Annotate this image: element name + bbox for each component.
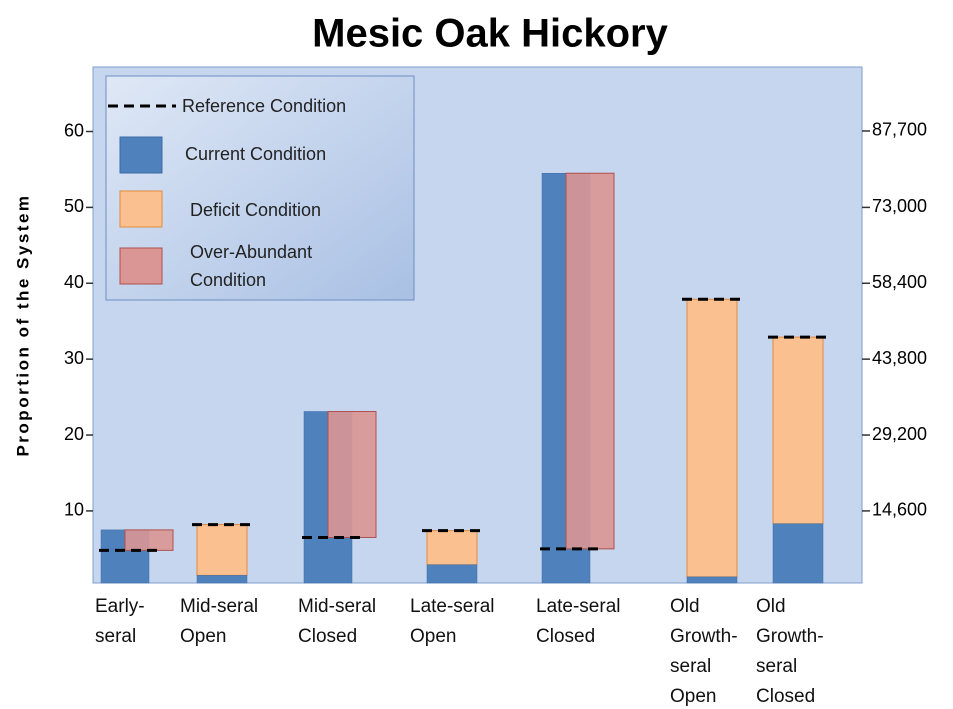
y2-tick-label: 14,600 [872, 500, 927, 520]
y-axis-title: Proportion of the System [13, 193, 32, 456]
deficit-bar [426, 530, 478, 566]
deficit-bar [772, 336, 824, 525]
deficit-bar [686, 298, 738, 578]
over-abundant-bar [565, 172, 615, 550]
x-tick-label: Mid-seral Open [180, 596, 259, 647]
legend-swatch [119, 136, 163, 174]
y-tick-label: 20 [64, 424, 84, 444]
y2-tick-label: 87,700 [872, 120, 927, 140]
x-tick-label: Late-seral Closed [536, 596, 621, 647]
x-tick-label: Old Growth-seral Closed [756, 596, 824, 707]
y-tick-label: 30 [64, 348, 84, 368]
y2-tick-label: 29,200 [872, 424, 927, 444]
x-tick-label: Old Growth-seral Open [670, 596, 738, 707]
y2-tick-label: 73,000 [872, 196, 927, 216]
legend-swatch [119, 247, 163, 285]
current-bar [196, 575, 248, 584]
legend-label: Deficit Condition [190, 200, 322, 220]
x-tick-label: Mid-seral Closed [298, 596, 377, 647]
y-tick-label: 40 [64, 272, 84, 292]
y2-tick-label: 43,800 [872, 348, 927, 368]
x-tick-label: Early-seral [95, 596, 145, 647]
legend-label: Reference Condition [182, 96, 347, 116]
chart-title: Mesic Oak Hickory [312, 12, 668, 56]
x-tick-label: Late-seral Open [410, 596, 495, 647]
legend-label: Over-Abundant Condition [190, 242, 313, 290]
current-bar [426, 564, 478, 584]
y-tick-label: 10 [64, 500, 84, 520]
deficit-bar [196, 524, 248, 576]
legend-swatch [119, 190, 163, 228]
y-tick-label: 60 [64, 120, 84, 140]
current-bar [772, 523, 824, 584]
y2-tick-label: 58,400 [872, 272, 927, 292]
y-tick-label: 50 [64, 196, 84, 216]
over-abundant-bar [327, 411, 377, 538]
over-abundant-bar [124, 529, 174, 551]
legend-label: Current Condition [185, 144, 327, 164]
current-bar [686, 576, 738, 584]
